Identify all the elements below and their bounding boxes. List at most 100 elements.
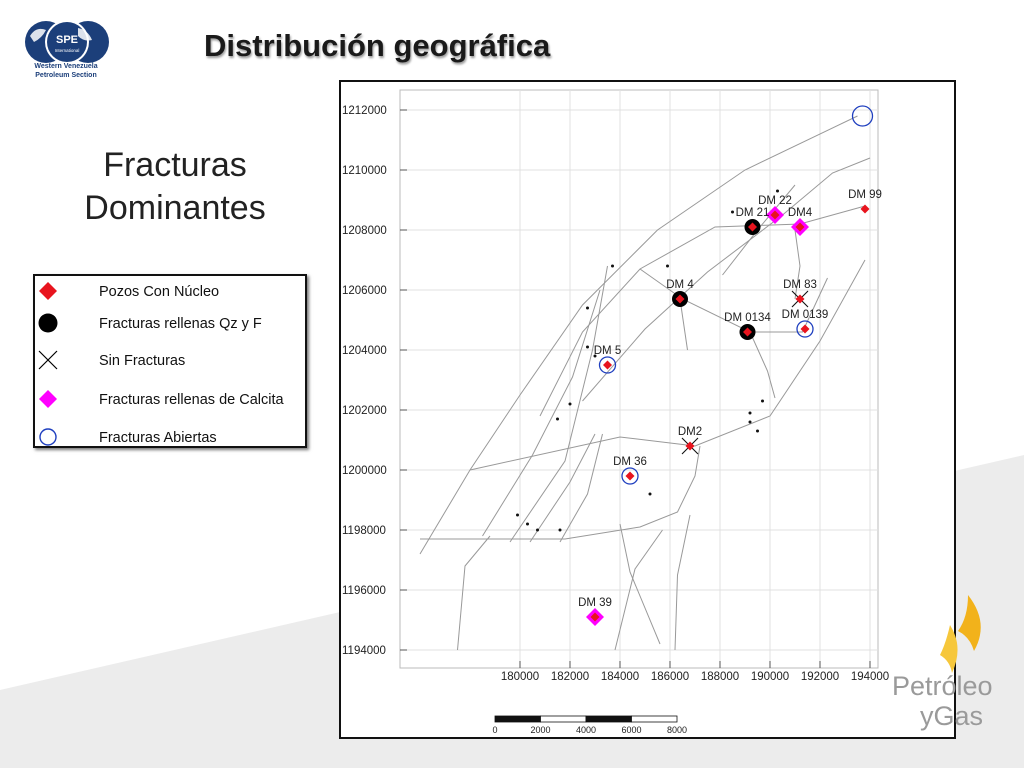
minor-well-dot: [761, 399, 764, 403]
legend-label: Sin Fracturas: [99, 353, 186, 369]
well-label: DM 99: [848, 189, 882, 201]
well-label: DM4: [788, 207, 813, 219]
core-well-symbol: [675, 294, 685, 304]
well-marker: DM 0134: [724, 312, 771, 340]
minor-well-dot: [756, 429, 759, 433]
scale-bar-label: 2000: [530, 725, 550, 735]
minor-well-dot: [731, 210, 734, 214]
scale-bar-segment: [631, 715, 678, 723]
well-marker: DM 83: [783, 279, 817, 308]
minor-well-dot: [556, 417, 559, 421]
fault-line: [794, 229, 801, 300]
minor-well-dot: [776, 189, 779, 193]
svg-text:SPE: SPE: [56, 34, 78, 46]
x-cross-icon: [38, 350, 58, 370]
legend-item: Fracturas Abiertas: [35, 424, 305, 454]
core-well-symbol: [795, 294, 805, 304]
minor-well-dot: [536, 528, 539, 532]
well-marker: DM4: [788, 207, 813, 236]
x-tick-label: 186000: [651, 671, 689, 683]
subtitle-line: Fracturas: [103, 146, 247, 184]
fault-line: [674, 514, 691, 651]
x-tick-label: 184000: [601, 671, 639, 683]
fault-line: [619, 523, 661, 645]
y-tick-label: 1202000: [342, 405, 387, 417]
svg-text:Petróleo: Petróleo: [892, 671, 993, 701]
core-well-symbol: [603, 360, 612, 370]
y-tick-label: 1200000: [342, 465, 387, 477]
fault-line: [539, 205, 866, 417]
open-fracture-symbol: [621, 467, 639, 485]
minor-well-dot: [558, 528, 562, 532]
well-label: DM 22: [758, 195, 792, 207]
scale-bar-segment: [585, 715, 632, 723]
minor-well-dot: [648, 492, 652, 496]
well-label: DM 0134: [724, 312, 771, 324]
legend-label: Fracturas Abiertas: [99, 430, 217, 446]
core-well-symbol: [860, 204, 870, 214]
core-well-symbol: [748, 222, 757, 232]
well-marker: DM 22: [758, 195, 792, 224]
svg-text:International: International: [55, 48, 80, 53]
svg-text:yGas: yGas: [920, 701, 983, 731]
fault-line: [749, 331, 776, 399]
well-marker: DM 0139: [782, 309, 829, 338]
x-tick-label: 194000: [851, 671, 889, 683]
page-title: Distribución geográfica: [204, 28, 551, 63]
open-fracture-symbol: [851, 105, 874, 127]
logo-caption: Western Venezuela Petroleum Section: [18, 62, 114, 80]
y-tick-label: 1194000: [342, 645, 386, 657]
open-fracture-symbol: [598, 356, 617, 374]
spe-logo: SPE International: [25, 20, 109, 64]
logo-caption-line: Petroleum Section: [35, 72, 97, 79]
fault-line: [420, 445, 701, 540]
legend-label: Fracturas rellenas de Calcita: [99, 392, 284, 408]
well-label: DM 21: [736, 207, 770, 219]
plot-area: [399, 89, 879, 669]
well-label: DM 39: [578, 597, 612, 609]
well-marker: [851, 105, 874, 127]
map-legend: Pozos Con Núcleo Fracturas rellenas Qz y…: [33, 274, 307, 448]
core-well-symbol: [800, 324, 810, 334]
well-marker: DM 4: [666, 279, 694, 307]
well-label: DM 5: [594, 345, 621, 357]
well-label: DM 4: [666, 279, 694, 291]
magenta-diamond-icon: [39, 390, 57, 408]
well-marker: DM 5: [594, 345, 621, 374]
scale-bar-label: 0: [492, 725, 497, 735]
well-marker: DM 39: [578, 597, 612, 626]
core-well-symbol: [795, 222, 805, 232]
y-tick-label: 1196000: [342, 585, 386, 597]
fault-line: [509, 265, 608, 543]
scale-bar-label: 4000: [576, 725, 596, 735]
y-tick-label: 1206000: [342, 285, 387, 297]
well-label: DM2: [678, 426, 702, 438]
legend-item: Pozos Con Núcleo: [35, 278, 305, 308]
fault-line: [482, 289, 601, 537]
y-tick-label: 1210000: [342, 165, 387, 177]
well-marker: DM2: [678, 426, 702, 455]
fault-line: [529, 433, 596, 543]
petroleo-y-gas-logo: Petróleo yGas: [892, 595, 993, 731]
well-label: DM 0139: [782, 309, 829, 321]
fault-line: [559, 433, 603, 543]
x-tick-label: 192000: [801, 671, 839, 683]
fault-line: [679, 298, 688, 351]
well-label: DM 83: [783, 279, 817, 291]
well-label: DM 36: [613, 456, 647, 468]
minor-well-dot: [611, 264, 614, 268]
minor-well-dot: [748, 411, 752, 415]
well-marker: DM 36: [613, 456, 647, 485]
open-fracture-symbol: [796, 320, 814, 338]
x-tick-label: 188000: [701, 671, 739, 683]
x-tick-label: 190000: [751, 671, 789, 683]
scale-bar-label: 8000: [667, 725, 687, 735]
core-well-symbol: [770, 210, 780, 220]
core-well-symbol: [625, 471, 635, 481]
fault-line: [457, 535, 491, 651]
fault-line: [582, 157, 871, 402]
fault-line: [469, 259, 866, 471]
minor-well-dot: [593, 354, 597, 358]
y-tick-label: 1198000: [342, 525, 386, 537]
